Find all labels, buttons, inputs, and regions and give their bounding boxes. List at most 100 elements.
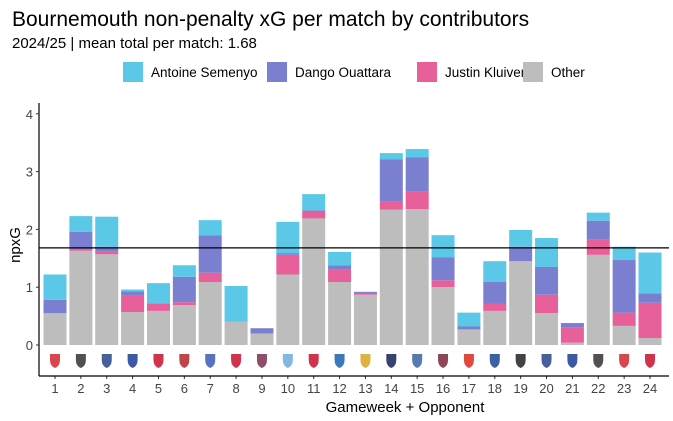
bar-segment-dango-ouattara-gw1 — [43, 299, 67, 314]
x-tick-label: 5 — [155, 381, 162, 396]
bar-segment-antoine-semenyo-gw2 — [69, 216, 93, 232]
brentford-crest-icon — [308, 354, 319, 368]
bar-segment-justin-kluivert-gw7 — [198, 272, 222, 282]
bar-segment-justin-kluivert-gw5 — [146, 303, 170, 311]
bar-segment-antoine-semenyo-gw5 — [146, 283, 170, 304]
bar-segment-antoine-semenyo-gw22 — [586, 212, 610, 221]
bar-segment-dango-ouattara-gw13 — [353, 291, 377, 293]
bar-segment-other-gw1 — [43, 313, 67, 345]
y-tick-label: 3 — [26, 165, 33, 180]
bar-segment-justin-kluivert-gw24 — [638, 302, 662, 339]
chelsea-crest-icon-shape — [567, 354, 578, 368]
bar-segment-other-gw14 — [379, 209, 403, 345]
bar-segment-dango-ouattara-gw14 — [379, 159, 403, 202]
bar-segment-justin-kluivert-gw6 — [172, 302, 196, 306]
bar-segment-dango-ouattara-gw22 — [586, 220, 610, 240]
x-tick-label: 10 — [281, 381, 295, 396]
bar-segment-antoine-semenyo-gw6 — [172, 265, 196, 277]
y-tick-label: 4 — [26, 107, 33, 122]
bar-segment-other-gw22 — [586, 254, 610, 345]
x-tick-label: 12 — [332, 381, 346, 396]
bar-segment-antoine-semenyo-gw14 — [379, 153, 403, 160]
bar-segment-justin-kluivert-gw21 — [560, 327, 584, 343]
bar-segment-dango-ouattara-gw16 — [431, 257, 455, 281]
bar-segment-dango-ouattara-gw17 — [457, 326, 481, 330]
bar-segment-other-gw9 — [250, 333, 274, 345]
bar-segment-dango-ouattara-gw4 — [121, 291, 145, 296]
bar-segment-antoine-semenyo-gw1 — [43, 274, 67, 300]
bar-segment-other-gw4 — [121, 312, 145, 345]
brighton-crest-icon-shape — [334, 354, 345, 368]
man-united-crest-icon — [463, 354, 474, 368]
x-tick-label: 14 — [384, 381, 398, 396]
west-ham-crest-icon — [438, 354, 449, 368]
x-tick-label: 9 — [258, 381, 265, 396]
x-tick-label: 1 — [51, 381, 58, 396]
bar-segment-antoine-semenyo-gw24 — [638, 252, 662, 294]
bar-segment-other-gw19 — [509, 261, 533, 345]
bar-segment-antoine-semenyo-gw4 — [121, 289, 145, 292]
bar-segment-antoine-semenyo-gw16 — [431, 235, 455, 258]
legend-item-dango-ouattara: Dango Ouattara — [267, 62, 392, 82]
bar-segment-justin-kluivert-gw20 — [535, 294, 559, 314]
bar-segment-antoine-semenyo-gw23 — [612, 246, 636, 261]
bar-segment-justin-kluivert-gw16 — [431, 280, 455, 288]
bar-segment-other-gw11 — [302, 218, 326, 345]
bar-segment-dango-ouattara-gw18 — [483, 281, 507, 304]
legend-label: Other — [551, 65, 585, 80]
bar-segment-dango-ouattara-gw7 — [198, 235, 222, 273]
x-tick-label: 18 — [488, 381, 502, 396]
x-tick-label: 8 — [232, 381, 239, 396]
southampton-crest-icon — [179, 354, 190, 368]
legend-item-other: Other — [523, 62, 585, 82]
x-tick-label: 24 — [643, 381, 657, 396]
x-tick-label: 23 — [617, 381, 631, 396]
x-tick-label: 13 — [358, 381, 372, 396]
leicester-crest-icon — [205, 354, 216, 368]
chart-subtitle: 2024/25 | mean total per match: 1.68 — [12, 35, 257, 52]
bar-segment-antoine-semenyo-gw11 — [302, 194, 326, 211]
bar-segment-dango-ouattara-gw12 — [328, 265, 352, 270]
bar-segment-justin-kluivert-gw12 — [328, 269, 352, 282]
bar-segment-justin-kluivert-gw13 — [353, 292, 377, 295]
liverpool-crest-icon — [645, 354, 656, 368]
brighton-crest-icon — [334, 354, 345, 368]
bar-segment-dango-ouattara-gw24 — [638, 293, 662, 303]
legend-swatch — [123, 62, 143, 82]
aston-villa-crest-icon — [256, 354, 267, 368]
bar-segment-other-gw17 — [457, 329, 481, 345]
chelsea-crest-icon — [567, 354, 578, 368]
bar-segment-other-gw5 — [146, 310, 170, 345]
tottenham-crest-icon-shape — [386, 354, 397, 368]
bar-segment-dango-ouattara-gw20 — [535, 266, 559, 295]
ipswich-crest-icon-shape — [412, 354, 423, 368]
x-tick-label: 4 — [129, 381, 136, 396]
bar-segment-antoine-semenyo-gw3 — [95, 216, 119, 247]
crystal-palace-crest-icon-shape — [489, 354, 500, 368]
wolves-crest-icon — [360, 354, 371, 368]
legend-label: Justin Kluivert — [445, 65, 529, 80]
newcastle-crest-icon — [593, 354, 604, 368]
y-tick-label: 1 — [26, 280, 33, 295]
newcastle-crest-icon-shape — [75, 354, 86, 368]
everton-crest-icon — [101, 354, 112, 368]
x-tick-label: 6 — [181, 381, 188, 396]
bar-segment-antoine-semenyo-gw17 — [457, 312, 481, 327]
bar-segment-justin-kluivert-gw10 — [276, 254, 300, 275]
bar-segment-dango-ouattara-gw11 — [302, 210, 326, 212]
bar-segment-other-gw15 — [405, 209, 429, 345]
legend-item-antoine-semenyo: Antoine Semenyo — [123, 62, 258, 82]
bar-segment-dango-ouattara-gw19 — [509, 246, 533, 262]
crystal-palace-crest-icon — [489, 354, 500, 368]
legend: Antoine Semenyo Dango Ouattara Justin Klui… — [123, 62, 585, 82]
legend-swatch — [523, 62, 543, 82]
bar-segment-other-gw16 — [431, 287, 455, 345]
bar-segment-justin-kluivert-gw2 — [69, 249, 93, 251]
everton-crest-icon-shape — [101, 354, 112, 368]
leicester-crest-icon-shape — [205, 354, 216, 368]
x-tick-label: 22 — [591, 381, 605, 396]
bar-segment-antoine-semenyo-gw10 — [276, 221, 300, 254]
bar-segment-antoine-semenyo-gw12 — [328, 251, 352, 266]
chelsea-crest-icon-shape — [127, 354, 138, 368]
